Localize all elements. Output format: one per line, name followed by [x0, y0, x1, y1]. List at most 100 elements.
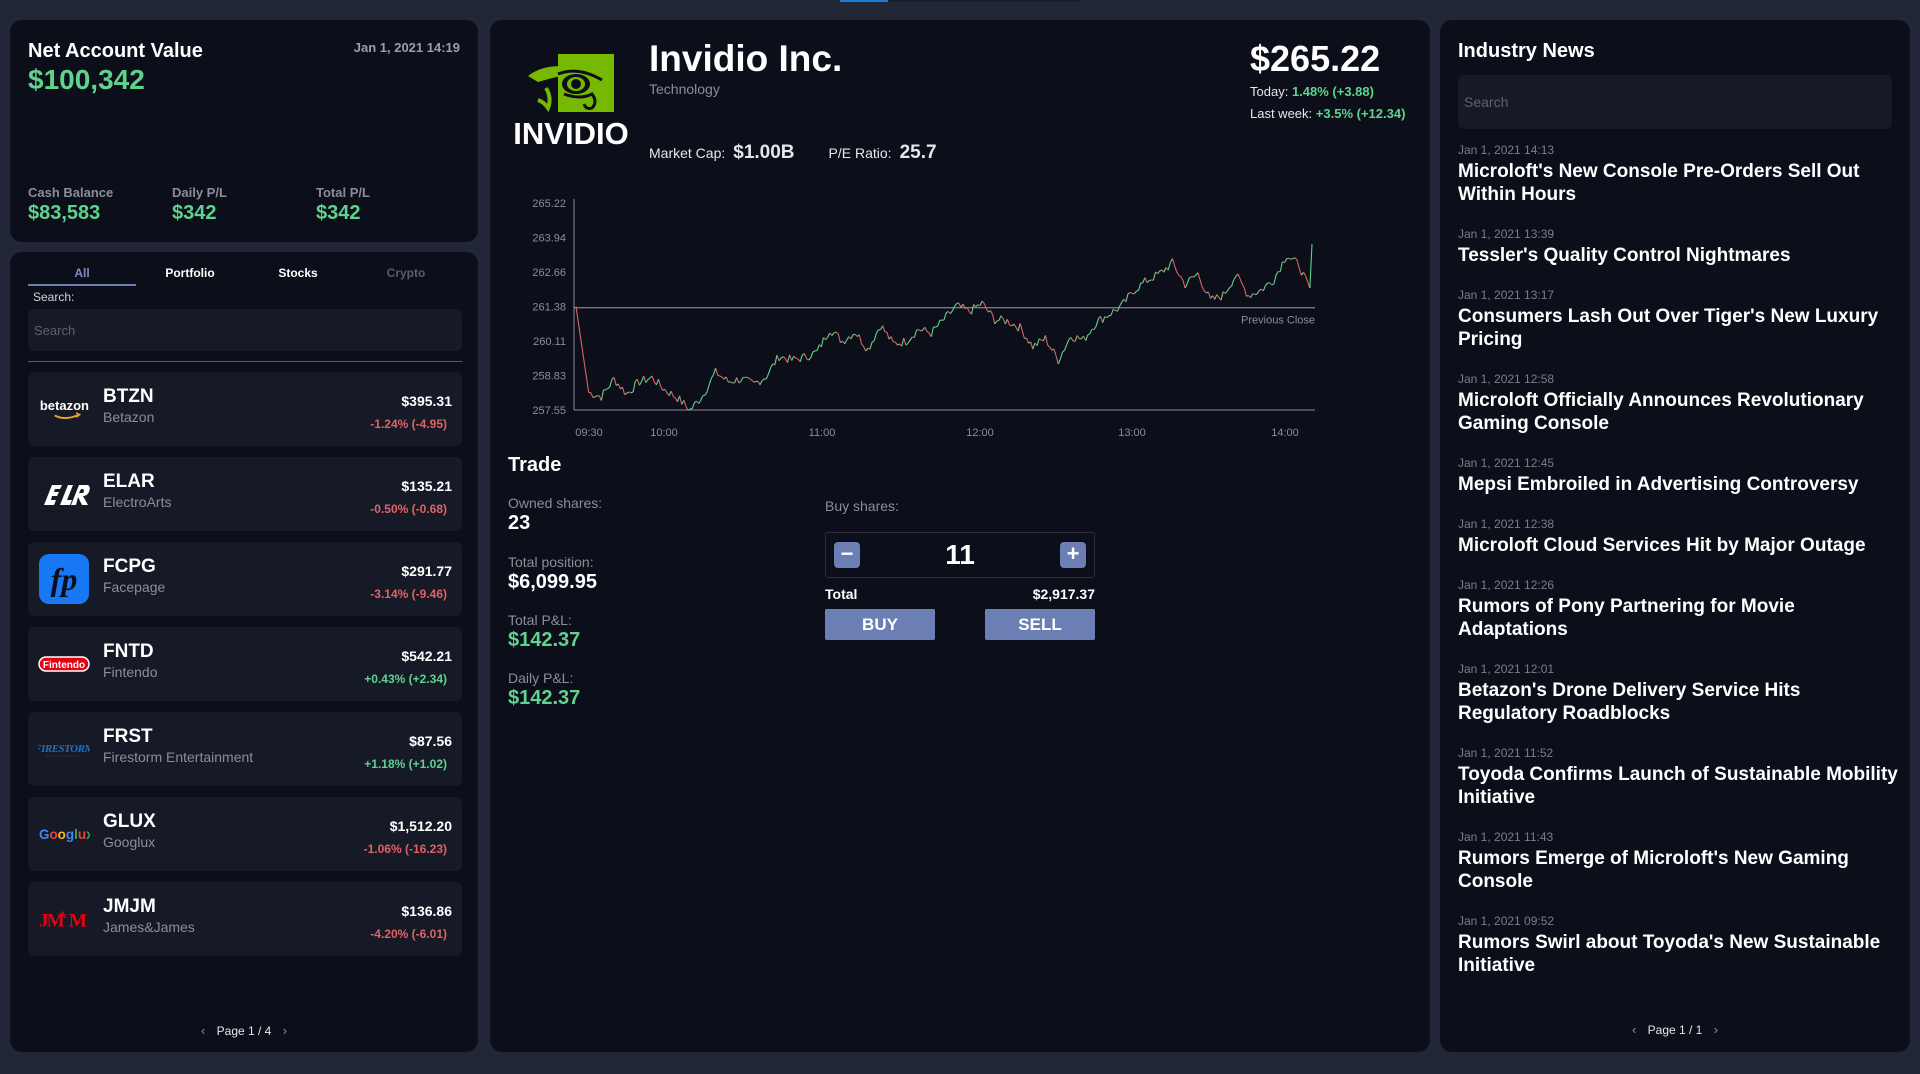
stock-row-fntd[interactable]: Fintendo FNTD Fintendo $542.21 +0.43% (+…	[28, 627, 462, 701]
news-date: Jan 1, 2021 12:45	[1458, 456, 1555, 470]
news-date: Jan 1, 2021 13:17	[1458, 288, 1555, 302]
stock-price: $542.21	[401, 648, 452, 664]
invidio-logo-icon: INVIDIO	[508, 52, 634, 152]
stock-change: -1.06% (-16.23)	[363, 842, 447, 856]
prev-page-icon[interactable]: ‹	[1631, 1022, 1637, 1037]
news-date: Jan 1, 2021 13:39	[1458, 227, 1555, 241]
svg-text:Googlux: Googlux	[39, 827, 90, 842]
stat-label: Total P/L	[316, 185, 370, 200]
googlux-logo-icon: Googlux	[38, 809, 90, 859]
stock-row-elar[interactable]: ELAR ElectroArts $135.21 -0.50% (-0.68)	[28, 457, 462, 531]
next-page-icon[interactable]: ›	[1713, 1022, 1719, 1037]
stock-symbol: GLUX	[103, 811, 156, 832]
stat-label: Daily P/L	[172, 185, 227, 200]
net-account-value: $100,342	[28, 64, 145, 95]
account-title: Net Account Value	[28, 40, 203, 62]
news-date: Jan 1, 2021 14:13	[1458, 143, 1555, 157]
today-change: Today: 1.48% (+3.88)	[1250, 84, 1374, 99]
stock-price: $135.21	[401, 478, 452, 494]
stock-name: Betazon	[103, 409, 155, 425]
stock-name: Facepage	[103, 579, 166, 595]
news-item[interactable]: Jan 1, 2021 12:58 Microloft Officially A…	[1458, 372, 1898, 435]
news-item[interactable]: Jan 1, 2021 11:52 Toyoda Confirms Launch…	[1458, 746, 1898, 809]
cash-balance-stat: Cash Balance $83,583	[28, 185, 113, 225]
news-item[interactable]: Jan 1, 2021 13:17 Consumers Lash Out Ove…	[1458, 288, 1898, 351]
news-item[interactable]: Jan 1, 2021 12:01 Betazon's Drone Delive…	[1458, 662, 1898, 725]
stock-row-btzn[interactable]: betazon BTZN Betazon $395.31 -1.24% (-4.…	[28, 372, 462, 446]
svg-text:&: &	[59, 910, 67, 921]
tab-portfolio[interactable]: Portfolio	[165, 266, 215, 280]
stock-symbol: FCPG	[103, 556, 156, 577]
daily-pl-value: $142.37	[508, 687, 581, 709]
news-headline: Consumers Lash Out Over Tiger's New Luxu…	[1458, 306, 1879, 350]
news-headline: Toyoda Confirms Launch of Sustainable Mo…	[1458, 764, 1898, 808]
stock-row-jmjm[interactable]: JM & M JMJM James&James $136.86 -4.20% (-6…	[28, 882, 462, 956]
decrement-button[interactable]: −	[834, 542, 860, 568]
news-item[interactable]: Jan 1, 2021 13:39 Tessler's Quality Cont…	[1458, 227, 1898, 267]
company-name: Invidio Inc.	[649, 38, 843, 79]
news-item[interactable]: Jan 1, 2021 12:38 Microloft Cloud Servic…	[1458, 517, 1898, 557]
stock-search-input[interactable]	[28, 309, 462, 351]
news-item[interactable]: Jan 1, 2021 14:13 Microloft's New Consol…	[1458, 143, 1898, 206]
trade-title: Trade	[508, 454, 562, 476]
news-date: Jan 1, 2021 12:58	[1458, 372, 1555, 386]
company-sector: Technology	[649, 81, 720, 97]
daily-pl: Daily P&L: $142.37	[508, 670, 580, 710]
svg-text:FIRESTORM: FIRESTORM	[38, 743, 90, 755]
stock-change: +1.18% (+1.02)	[364, 757, 447, 771]
daily-pl-stat: Daily P/L $342	[172, 185, 227, 225]
stock-price: $87.56	[409, 733, 452, 749]
svg-text:12:00: 12:00	[966, 427, 994, 439]
news-title: Industry News	[1458, 40, 1595, 62]
news-item[interactable]: Jan 1, 2021 11:43 Rumors Emerge of Micro…	[1458, 830, 1898, 893]
tab-all[interactable]: All	[28, 262, 136, 286]
betazon-logo-icon: betazon	[38, 384, 90, 434]
stock-symbol: JMJM	[103, 896, 156, 917]
stock-change: -4.20% (-6.01)	[370, 927, 447, 941]
news-item[interactable]: Jan 1, 2021 09:52 Rumors Swirl about Toy…	[1458, 914, 1898, 977]
news-item[interactable]: Jan 1, 2021 12:45 Mepsi Embroiled in Adv…	[1458, 456, 1898, 496]
buy-button[interactable]: BUY	[825, 609, 935, 640]
stock-row-glux[interactable]: Googlux GLUX Googlux $1,512.20 -1.06% (-…	[28, 797, 462, 871]
stock-symbol: BTZN	[103, 386, 154, 407]
week-change: Last week: +3.5% (+12.34)	[1250, 106, 1405, 121]
stock-row-frst[interactable]: FIRESTORM FRST Firestorm Entertainment $…	[28, 712, 462, 786]
jamesjames-logo-icon: JM & M	[38, 894, 90, 944]
news-item[interactable]: Jan 1, 2021 12:26 Rumors of Pony Partner…	[1458, 578, 1898, 641]
prev-page-icon[interactable]: ‹	[200, 1023, 206, 1038]
buy-shares-label: Buy shares:	[825, 498, 899, 514]
svg-text:13:00: 13:00	[1118, 427, 1146, 439]
stock-symbol: ELAR	[103, 471, 155, 492]
sell-button[interactable]: SELL	[985, 609, 1095, 640]
price-chart[interactable]: 265.22 263.94 262.66 261.38 260.11 258.83 257.…	[510, 170, 1410, 440]
facepage-logo-icon: fp	[38, 554, 90, 604]
svg-text:257.55: 257.55	[532, 405, 566, 417]
stock-row-fcpg[interactable]: fp FCPG Facepage $291.77 -3.14% (-9.46)	[28, 542, 462, 616]
stock-change: -3.14% (-9.46)	[370, 587, 447, 601]
quantity-stepper: − 11 +	[825, 532, 1095, 578]
watchlist-tabs: All Portfolio Stocks Crypto	[28, 262, 460, 286]
top-scroll-indicator	[840, 0, 888, 2]
news-date: Jan 1, 2021 11:43	[1458, 830, 1554, 844]
tab-stocks[interactable]: Stocks	[278, 266, 318, 280]
increment-button[interactable]: +	[1060, 542, 1086, 568]
stat-value: $342	[172, 202, 217, 224]
total-position-label: Total position:	[508, 554, 594, 570]
week-label: Last week:	[1250, 106, 1313, 121]
stock-price: $136.86	[401, 903, 452, 919]
tab-crypto[interactable]: Crypto	[386, 266, 426, 280]
electroarts-logo-icon	[38, 469, 90, 519]
stat-value: $342	[316, 202, 361, 224]
news-date: Jan 1, 2021 12:01	[1458, 662, 1555, 676]
news-search-input[interactable]	[1458, 75, 1892, 129]
stock-name: Googlux	[103, 834, 156, 850]
next-page-icon[interactable]: ›	[282, 1023, 288, 1038]
industry-news-panel: Industry News Jan 1, 2021 14:13 Microlof…	[1440, 20, 1910, 1052]
quantity-value[interactable]: 11	[945, 539, 975, 570]
news-date: Jan 1, 2021 11:52	[1458, 746, 1554, 760]
svg-text:263.94: 263.94	[532, 233, 566, 245]
account-summary-card: Net Account Value Jan 1, 2021 14:19 $100…	[10, 20, 478, 242]
total-pl-stat: Total P/L $342	[316, 185, 370, 225]
news-headline: Microloft's New Console Pre-Orders Sell …	[1458, 161, 1860, 205]
total-pl-value: $142.37	[508, 629, 581, 651]
